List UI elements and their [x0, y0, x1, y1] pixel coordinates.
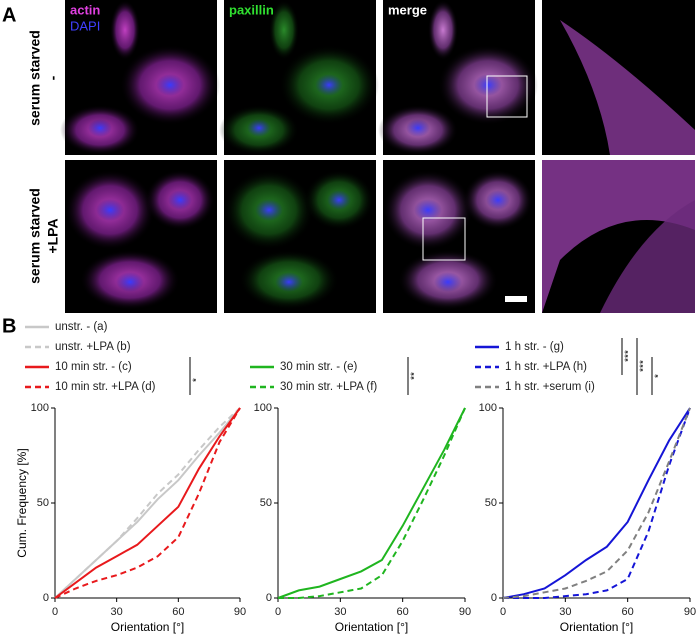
y-tick-label: 100 — [254, 402, 272, 414]
row-label: serum starved — [27, 188, 43, 284]
legend-label: 10 min str. +LPA (d) — [55, 381, 156, 393]
x-tick-label: 60 — [622, 606, 634, 618]
y-axis-label: Cum. Frequency [%] — [15, 448, 29, 557]
x-tick-label: 30 — [111, 606, 123, 618]
y-tick-label: 50 — [37, 497, 49, 509]
y-tick-label: 50 — [485, 497, 497, 509]
y-tick-label: 100 — [479, 402, 497, 414]
charts: 0 30 60 90 0 50 100 Orientation [°] Cum. Frequen… — [15, 321, 696, 634]
series-line — [502, 407, 691, 599]
row-label: serum starved — [27, 30, 43, 126]
x-tick-label: 60 — [172, 606, 184, 618]
channel-label: DAPI — [70, 18, 100, 33]
significance-label: *** — [624, 350, 635, 362]
x-tick-label: 90 — [234, 606, 246, 618]
series-line — [503, 407, 691, 599]
y-tick-label: 0 — [491, 592, 497, 604]
x-tick-label: 0 — [52, 606, 58, 618]
significance-label: *** — [639, 360, 650, 372]
x-tick-label: 30 — [334, 606, 346, 618]
micrographs — [60, 0, 695, 313]
channel-label: paxillin — [229, 2, 274, 17]
legend-label: unstr. +LPA (b) — [55, 341, 131, 353]
series-line — [54, 407, 241, 599]
panel-label: B — [2, 315, 16, 337]
legend-label: 1 h str. +LPA (h) — [505, 361, 587, 373]
zoom-box — [486, 75, 528, 118]
x-tick-label: 60 — [397, 606, 409, 618]
channel-label: merge — [388, 2, 427, 17]
x-tick-label: 0 — [275, 606, 281, 618]
scale-bar — [505, 296, 527, 302]
y-tick-label: 0 — [266, 592, 272, 604]
legend-label: 30 min str. +LPA (f) — [280, 381, 377, 393]
series-line — [277, 407, 466, 599]
x-tick-label: 90 — [459, 606, 471, 618]
zoom-box — [422, 217, 466, 261]
legend-label: 30 min str. - (e) — [280, 361, 357, 373]
row-label: +LPA — [45, 218, 61, 253]
series-line — [502, 407, 691, 599]
legend-label: 1 h str. +serum (i) — [505, 381, 595, 393]
cells — [60, 0, 695, 313]
channel-label: actin — [70, 2, 100, 17]
x-tick-label: 0 — [500, 606, 506, 618]
series-line — [54, 407, 241, 599]
y-tick-label: 50 — [260, 497, 272, 509]
legend-label: 10 min str. - (c) — [55, 361, 132, 373]
legend-label: unstr. - (a) — [55, 321, 108, 333]
x-axis-label: Orientation [°] — [111, 620, 185, 634]
series-line — [54, 407, 241, 599]
series-line — [278, 407, 466, 599]
significance-label: ** — [410, 372, 421, 380]
x-axis-label: Orientation [°] — [335, 620, 409, 634]
x-tick-label: 30 — [559, 606, 571, 618]
series-line — [54, 407, 241, 599]
x-axis-label: Orientation [°] — [560, 620, 634, 634]
x-tick-label: 90 — [684, 606, 696, 618]
significance-label: * — [192, 378, 203, 382]
panel-label: A — [2, 4, 16, 26]
y-tick-label: 0 — [43, 592, 49, 604]
legend-label: 1 h str. - (g) — [505, 341, 564, 353]
significance-label: * — [654, 374, 665, 378]
y-tick-label: 100 — [31, 402, 49, 414]
row-label: - — [45, 75, 61, 80]
